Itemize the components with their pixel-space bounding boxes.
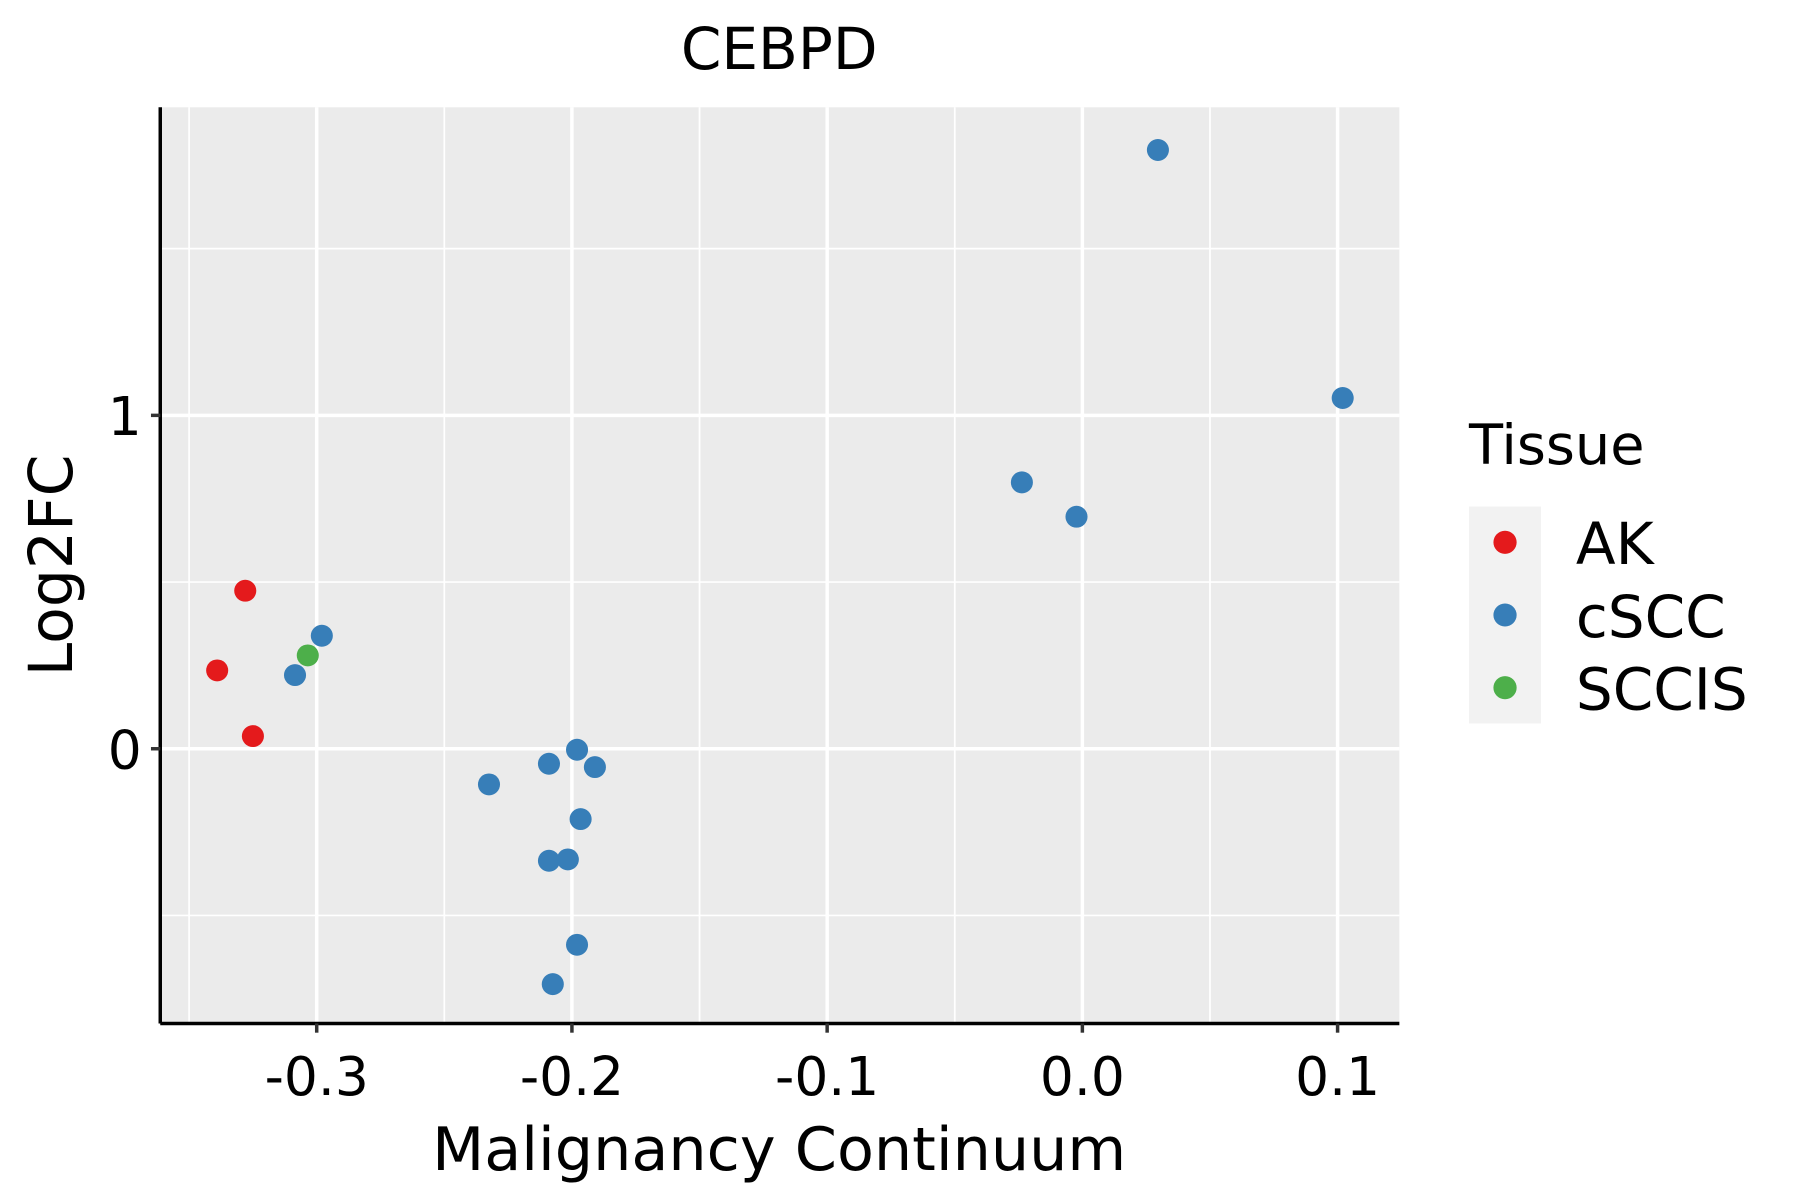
point-cscc xyxy=(556,848,579,871)
grid-lines xyxy=(160,107,1400,1024)
legend-key-sccis xyxy=(1493,676,1517,700)
point-ak xyxy=(241,725,264,748)
point-cscc xyxy=(537,849,560,872)
legend-label: AK xyxy=(1576,510,1656,578)
y-tick-label: 0 xyxy=(108,720,142,782)
y-tick-label: 1 xyxy=(108,386,142,448)
point-cscc xyxy=(566,933,589,956)
plot-panel xyxy=(160,107,1400,1024)
point-cscc xyxy=(283,664,307,687)
point-cscc xyxy=(569,808,592,831)
x-tick-label: -0.2 xyxy=(520,1046,624,1108)
legend-label: SCCIS xyxy=(1576,656,1748,724)
chart-title: CEBPD xyxy=(681,15,878,83)
point-ak xyxy=(206,659,229,682)
x-axis-label: Malignancy Continuum xyxy=(432,1115,1126,1185)
legend-key-cscc xyxy=(1493,603,1517,627)
point-cscc xyxy=(310,624,333,647)
point-cscc xyxy=(1010,471,1033,494)
point-cscc xyxy=(566,738,589,761)
x-tick-label: 0.1 xyxy=(1295,1046,1380,1108)
legend-label: cSCC xyxy=(1576,583,1726,651)
data-points xyxy=(206,139,1354,996)
point-cscc xyxy=(1331,387,1354,409)
legend-title: Tissue xyxy=(1468,413,1644,478)
point-cscc xyxy=(541,973,564,996)
point-ak xyxy=(234,579,257,602)
y-axis-label: Log2FC xyxy=(17,455,87,677)
legend-key-ak xyxy=(1493,530,1517,554)
point-cscc xyxy=(1065,505,1088,528)
x-tick-label: -0.1 xyxy=(775,1046,879,1108)
point-sccis xyxy=(296,644,319,667)
point-cscc xyxy=(1146,139,1169,161)
x-tick-label: -0.3 xyxy=(265,1046,369,1108)
axis-ticks: -0.3 -0.2 -0.1 0.0 0.1 0 1 xyxy=(108,386,1380,1108)
point-cscc xyxy=(583,756,606,779)
point-cscc xyxy=(477,773,501,796)
point-cscc xyxy=(537,752,560,775)
x-tick-label: 0.0 xyxy=(1040,1046,1125,1108)
